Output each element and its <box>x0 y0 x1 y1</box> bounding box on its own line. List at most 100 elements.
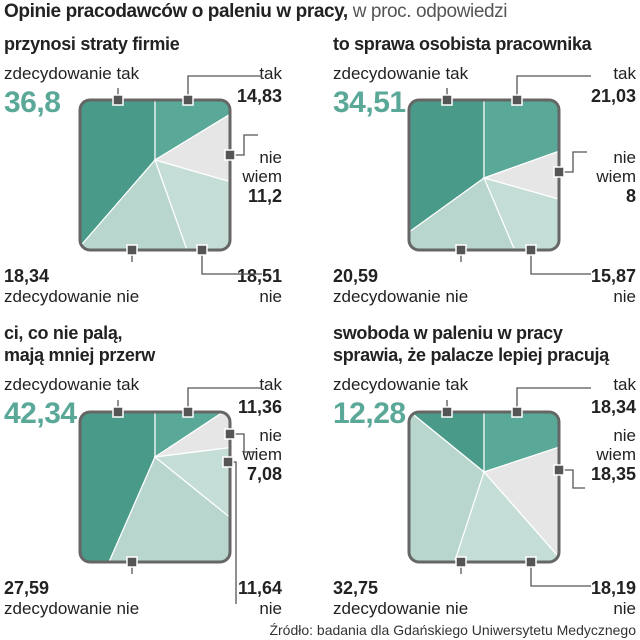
slice-zdecydowanie-nie <box>409 177 516 250</box>
label-zdecydowanie-nie: zdecydowanie nie <box>333 287 469 306</box>
label-nie: nie <box>259 287 282 306</box>
label-nie: nie <box>259 148 282 167</box>
label-tak: tak <box>259 375 282 394</box>
label-nie: nie <box>259 599 282 618</box>
leader-tak <box>187 75 262 100</box>
label-tak: tak <box>613 64 636 83</box>
value-zdecydowanie-nie: 18,34 <box>4 266 50 286</box>
chart-title-2: to sprawa osobista pracownika <box>333 33 592 55</box>
value-zdecydowanie-tak: 42,34 <box>4 397 77 430</box>
label-zdecydowanie-tak: zdecydowanie tak <box>333 64 469 83</box>
leader-nie <box>530 562 591 587</box>
value-zdecydowanie-nie: 32,75 <box>333 578 379 598</box>
chart-title-line: mają mniej przerw <box>4 345 155 365</box>
label-zdecydowanie-tak: zdecydowanie tak <box>4 375 140 394</box>
leader-nie <box>530 250 591 275</box>
chart-title-1: przynosi straty firmie <box>4 33 180 55</box>
value-nie: 18,51 <box>236 266 282 286</box>
title-sub: w proc. odpowiedzi <box>352 1 508 22</box>
value-tak: 21,03 <box>590 86 636 106</box>
value-nie-wiem: 11,2 <box>247 186 282 206</box>
leader-nie-wiem-marker <box>224 428 236 440</box>
leader-tak <box>516 387 591 412</box>
leader-tak-marker <box>182 406 194 418</box>
chart-title-line: przynosi straty firmie <box>4 34 180 54</box>
label-zdecydowanie-tak: zdecydowanie tak <box>333 375 469 394</box>
value-zdecydowanie-nie: 27,59 <box>4 578 50 598</box>
value-tak: 14,83 <box>236 86 282 106</box>
leader-nie <box>201 250 262 275</box>
chart-title-line: to sprawa osobista pracownika <box>333 34 592 54</box>
value-zdecydowanie-nie: 20,59 <box>333 266 379 286</box>
leader-tak <box>187 387 262 412</box>
value-nie-wiem: 8 <box>625 186 636 206</box>
label-wiem: wiem <box>242 167 282 186</box>
leader-nie-wiem <box>559 469 585 489</box>
value-tak: 11,36 <box>237 397 282 417</box>
leader-tak-marker <box>511 94 523 106</box>
value-zdecydowanie-tak: 36,8 <box>4 86 61 119</box>
value-nie-wiem: 7,08 <box>246 464 282 484</box>
leader-zdecydowanie-nie-marker <box>126 556 138 568</box>
leader-zdecydowanie-nie-marker <box>455 244 467 256</box>
leader-nie-wiem <box>230 134 258 156</box>
chart-title-line: ci, co nie palą, <box>4 323 123 343</box>
slice-zdecydowanie-nie <box>409 412 485 562</box>
value-zdecydowanie-tak: 34,51 <box>333 86 406 119</box>
leader-tak-marker <box>511 406 523 418</box>
value-nie: 11,64 <box>237 578 282 598</box>
leader-nie-marker <box>525 244 537 256</box>
leader-nie-wiem <box>559 151 587 173</box>
chart-title-3: ci, co nie palą, mają mniej przerw <box>4 322 155 366</box>
title-main: Opinie pracodawców o paleniu w pracy, <box>4 1 348 22</box>
chart-frame <box>78 98 232 252</box>
value-nie-wiem: 18,35 <box>590 464 636 484</box>
leader-zdecydowanie-tak-marker <box>441 94 453 106</box>
leader-nie-marker <box>525 556 537 568</box>
label-nie: nie <box>613 287 636 306</box>
leader-zdecydowanie-nie-marker <box>126 244 138 256</box>
value-nie: 15,87 <box>590 266 636 286</box>
slice-zdecydowanie-nie <box>108 456 230 562</box>
value-nie: 18,19 <box>590 578 636 598</box>
value-zdecydowanie-tak: 12,28 <box>333 397 406 430</box>
label-nie: nie <box>613 599 636 618</box>
label-zdecydowanie-nie: zdecydowanie nie <box>4 599 140 618</box>
chart-title-4: swoboda w paleniu w pracy sprawia, że pa… <box>333 322 609 366</box>
label-tak: tak <box>613 375 636 394</box>
leader-zdecydowanie-tak-marker <box>441 406 453 418</box>
leader-nie-marker <box>196 244 208 256</box>
label-zdecydowanie-nie: zdecydowanie nie <box>4 287 140 306</box>
slice-zdecydowanie-nie <box>80 158 188 250</box>
page-title: Opinie pracodawców o paleniu w pracy, w … <box>4 1 636 23</box>
label-wiem: wiem <box>596 167 636 186</box>
chart-title-line: sprawia, że palacze lepiej pracują <box>333 345 609 365</box>
label-wiem: wiem <box>596 445 636 464</box>
chart-title-line: swoboda w paleniu w pracy <box>333 323 563 343</box>
leader-tak <box>516 75 591 100</box>
value-tak: 18,34 <box>590 397 636 417</box>
leader-nie-wiem <box>230 433 256 453</box>
chart-frame <box>78 410 232 564</box>
source-note: Źródło: badania dla Gdańskiego Uniwersyt… <box>269 622 636 638</box>
label-nie: nie <box>613 148 636 167</box>
leader-nie-marker <box>222 456 234 468</box>
leader-nie-wiem-marker <box>224 149 236 161</box>
leader-nie-wiem-marker <box>553 166 565 178</box>
leader-zdecydowanie-tak-marker <box>112 406 124 418</box>
leader-zdecydowanie-nie-marker <box>455 556 467 568</box>
label-zdecydowanie-nie: zdecydowanie nie <box>333 599 469 618</box>
leader-tak-marker <box>182 94 194 106</box>
label-wiem: wiem <box>242 445 282 464</box>
label-zdecydowanie-tak: zdecydowanie tak <box>4 64 140 83</box>
label-nie: nie <box>613 426 636 445</box>
leader-nie-wiem-marker <box>553 464 565 476</box>
chart-frame <box>407 410 561 564</box>
leader-zdecydowanie-tak-marker <box>112 94 124 106</box>
label-nie: nie <box>259 426 282 445</box>
label-tak: tak <box>259 64 282 83</box>
